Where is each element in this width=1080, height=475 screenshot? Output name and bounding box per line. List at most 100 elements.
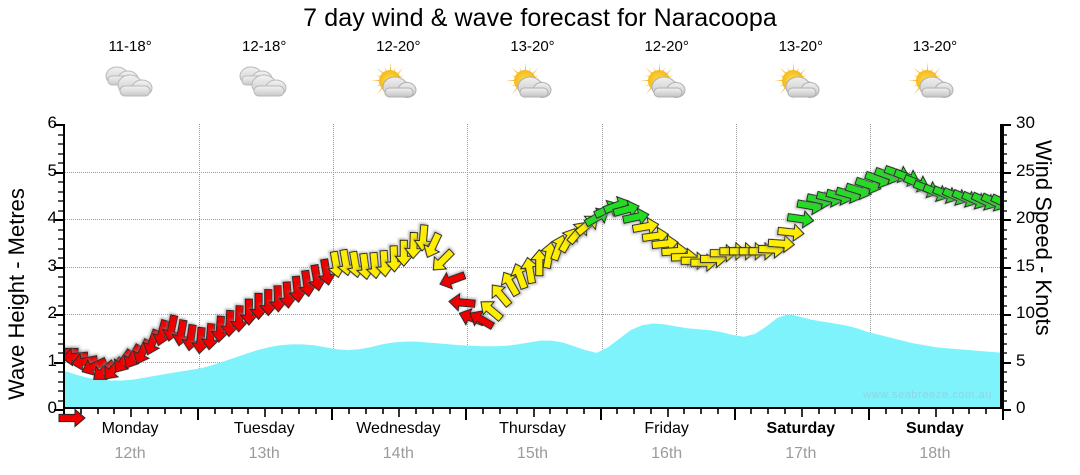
left-tick-label: 1 xyxy=(47,350,57,370)
day-name-label: Monday xyxy=(101,420,159,437)
right-minor-tick xyxy=(1002,143,1007,145)
partly-sunny-icon xyxy=(734,62,868,106)
right-major-tick xyxy=(1002,219,1011,221)
right-minor-tick xyxy=(1002,304,1007,307)
day-date-label: 12th xyxy=(114,445,146,462)
right-tick-label: 0 xyxy=(1016,398,1026,417)
x-day-tick xyxy=(733,409,736,420)
right-tick-label: 25 xyxy=(1016,160,1035,180)
day-name-label: Tuesday xyxy=(233,420,295,437)
x-minor-tick xyxy=(163,409,166,414)
day-boundary-gridline xyxy=(467,124,469,407)
day-date-label: 13th xyxy=(248,445,280,462)
left-major-tick xyxy=(54,124,63,126)
day-boundary-gridline xyxy=(735,124,737,407)
day-name-label: Sunday xyxy=(906,420,964,437)
x-minor-tick xyxy=(716,409,719,414)
right-minor-tick xyxy=(1002,371,1007,373)
x-minor-tick xyxy=(498,409,501,414)
left-minor-tick xyxy=(58,190,63,193)
day-boundary-gridline xyxy=(199,124,201,407)
right-minor-tick xyxy=(1002,181,1007,183)
x-minor-tick xyxy=(415,409,418,414)
left-axis-label: Wave Height - Metres xyxy=(4,188,29,400)
day-header-saturday: 13-20° xyxy=(734,38,868,106)
left-minor-tick xyxy=(58,133,63,136)
left-minor-tick xyxy=(58,257,63,259)
x-minor-tick xyxy=(884,409,887,414)
left-minor-tick xyxy=(58,162,63,164)
right-major-tick xyxy=(1002,266,1011,269)
x-minor-tick xyxy=(247,409,250,414)
right-minor-tick xyxy=(1002,276,1007,278)
x-minor-tick xyxy=(649,409,652,414)
x-minor-tick xyxy=(633,409,636,414)
day-date-label: 17th xyxy=(785,445,817,462)
x-minor-tick xyxy=(750,409,753,414)
partly-sunny-icon xyxy=(868,62,1002,106)
wind-arrow xyxy=(990,193,1000,213)
x-minor-tick xyxy=(985,409,988,414)
left-tick-label: 4 xyxy=(47,208,57,227)
right-tick-label: 20 xyxy=(1016,208,1035,227)
left-minor-tick xyxy=(58,399,63,402)
left-tick-label: 0 xyxy=(47,398,57,417)
x-minor-tick xyxy=(146,409,149,414)
right-minor-tick xyxy=(1002,238,1007,240)
left-major-tick xyxy=(54,266,63,269)
right-tick-label: 30 xyxy=(1016,113,1035,132)
page-title: 7 day wind & wave forecast for Naracoopa xyxy=(303,4,777,32)
right-minor-tick xyxy=(1002,352,1007,354)
right-major-tick xyxy=(1002,314,1011,316)
x-minor-tick xyxy=(515,409,518,414)
left-minor-tick xyxy=(58,333,63,335)
x-day-tick xyxy=(1002,409,1004,420)
left-tick-label: 2 xyxy=(47,303,57,322)
partly-sunny-icon xyxy=(331,62,465,106)
x-day-tick xyxy=(867,409,870,420)
left-major-tick xyxy=(54,409,63,411)
right-minor-tick xyxy=(1002,342,1007,345)
right-minor-tick xyxy=(1002,323,1007,326)
wave-height-area xyxy=(65,314,1000,407)
wind-arrow xyxy=(777,223,805,243)
leading-wind-arrow xyxy=(58,408,86,428)
partly-sunny-icon xyxy=(466,62,600,106)
day-name-label: Saturday xyxy=(766,420,836,437)
x-minor-tick xyxy=(348,409,351,414)
left-tick-label: 3 xyxy=(47,255,57,275)
x-minor-tick xyxy=(180,409,183,414)
x-minor-tick xyxy=(264,409,267,417)
right-minor-tick xyxy=(1002,333,1007,335)
left-minor-tick xyxy=(58,228,63,231)
day-date-label: 14th xyxy=(382,445,414,462)
day-header-friday: 12-20° xyxy=(600,38,734,106)
wind-arrow xyxy=(439,271,467,290)
right-minor-tick xyxy=(1002,380,1007,383)
right-minor-tick xyxy=(1002,152,1007,155)
day-name-label: Thursday xyxy=(499,420,566,437)
x-minor-tick xyxy=(230,409,233,414)
temperature-range: 12-20° xyxy=(376,38,421,55)
left-minor-tick xyxy=(58,181,63,183)
x-minor-tick xyxy=(482,409,485,414)
right-major-tick xyxy=(1002,124,1011,126)
x-minor-tick xyxy=(934,409,937,417)
left-minor-tick xyxy=(58,390,63,392)
right-minor-tick xyxy=(1002,200,1007,202)
right-major-tick xyxy=(1002,361,1011,364)
temperature-range: 13-20° xyxy=(912,38,958,55)
right-minor-tick xyxy=(1002,247,1007,250)
x-minor-tick xyxy=(532,409,535,417)
x-minor-tick xyxy=(431,409,434,414)
x-minor-tick xyxy=(767,409,770,414)
x-minor-tick xyxy=(280,409,283,414)
day-date-label: 15th xyxy=(516,445,549,462)
x-day-tick xyxy=(197,409,200,420)
x-day-tick xyxy=(331,409,334,420)
left-minor-tick xyxy=(58,342,63,345)
x-minor-tick xyxy=(549,409,552,414)
right-minor-tick xyxy=(1002,228,1007,231)
wind-arrow xyxy=(786,209,815,229)
